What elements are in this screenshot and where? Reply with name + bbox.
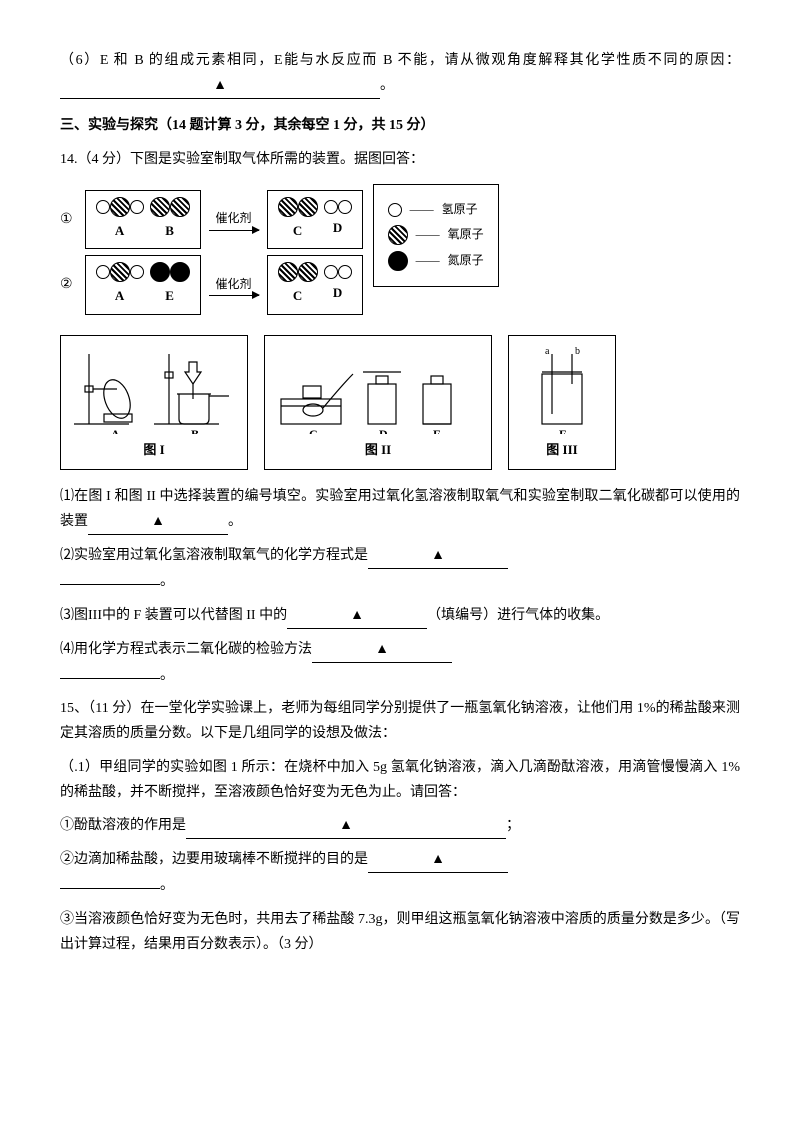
figure-1-svg: A B — [69, 344, 239, 434]
apparatus-diagram: A B 图 I C — [60, 335, 740, 470]
q6-period: 。 — [380, 78, 394, 93]
nitrogen-atom-icon — [388, 251, 408, 271]
legend-box: ——氢原子 ——氧原子 ——氮原子 — [373, 184, 499, 287]
q15-sub2-blank2[interactable] — [60, 888, 160, 889]
fig3-label: 图 III — [517, 438, 607, 461]
legend-o-text: 氧原子 — [448, 224, 484, 246]
svg-text:B: B — [191, 427, 199, 434]
q14-sub2-blank[interactable]: ▲ — [368, 543, 508, 569]
q15-sub1: ①酚酞溶液的作用是▲； — [60, 813, 740, 839]
fig2-label: 图 II — [273, 438, 483, 461]
q14-sub2-end: 。 — [160, 574, 174, 589]
svg-text:a: a — [545, 346, 550, 357]
figure-2-svg: C D E — [273, 344, 483, 434]
mol-label-e: E — [165, 284, 174, 307]
figure-3-svg: a b F — [517, 344, 607, 434]
molecule-diagram: ① A B 催化剂 — [60, 184, 740, 321]
svg-text:A: A — [111, 427, 120, 434]
q15-sub1-text: ①酚酞溶液的作用是 — [60, 818, 186, 833]
q14-sub4-end: 。 — [160, 668, 174, 683]
q14-sub4-text: ⑷用化学方程式表示二氧化碳的检验方法 — [60, 642, 312, 657]
svg-text:F: F — [559, 427, 566, 434]
q6-text: （6）E 和 B 的组成元素相同，E能与水反应而 B 不能，请从微观角度解释其化… — [60, 48, 740, 99]
figure-1-group: A B 图 I — [60, 335, 248, 470]
mol-label-d1: D — [333, 216, 342, 239]
reactants-box-2: A E — [85, 255, 201, 314]
fig1-label: 图 I — [69, 438, 239, 461]
q14-sub4: ⑷用化学方程式表示二氧化碳的检验方法▲ 。 — [60, 637, 740, 688]
q15-sub2-text: ②边滴加稀盐酸，边要用玻璃棒不断搅拌的目的是 — [60, 852, 368, 867]
mol-label-a2: A — [115, 284, 124, 307]
mol-label-c2: C — [293, 284, 302, 307]
q14-sub1: ⑴在图 I 和图 II 中选择装置的编号填空。实验室用过氧化氢溶液制取氧气和实验… — [60, 484, 740, 535]
svg-text:D: D — [379, 427, 388, 434]
q15-sub2-end: 。 — [160, 878, 174, 893]
figure-3-group: a b F 图 III — [508, 335, 616, 470]
q14-sub3-text-b: （填编号）进行气体的收集。 — [427, 608, 609, 623]
q15-sub2: ②边滴加稀盐酸，边要用玻璃棒不断搅拌的目的是▲ 。 — [60, 847, 740, 898]
mol-label-c1: C — [293, 219, 302, 242]
mol-label-d2: D — [333, 281, 342, 304]
q15-intro: 15、（11 分）在一堂化学实验课上，老师为每组同学分别提供了一瓶氢氧化钠溶液，… — [60, 696, 740, 746]
row1-number: ① — [60, 207, 73, 232]
triangle-marker: ▲ — [213, 78, 227, 93]
hydrogen-atom-icon — [388, 203, 402, 217]
mol-label-b: B — [165, 219, 174, 242]
catalyst-label-1: 催化剂 — [216, 208, 252, 230]
q15-sub3: ③当溶液颜色恰好变为无色时，共用去了稀盐酸 7.3g，则甲组这瓶氢氧化钠溶液中溶… — [60, 907, 740, 957]
q14-sub1-blank[interactable]: ▲ — [88, 509, 228, 535]
q15-part1: （.1）甲组同学的实验如图 1 所示：在烧杯中加入 5g 氢氧化钠溶液，滴入几滴… — [60, 755, 740, 805]
legend-h-text: 氢原子 — [442, 199, 478, 221]
reactants-box-1: A B — [85, 190, 201, 249]
arrow-1: 催化剂 — [209, 208, 259, 231]
figure-2-group: C D E 图 II — [264, 335, 492, 470]
q14-sub3-blank[interactable]: ▲ — [287, 603, 427, 629]
q14-sub2-text: ⑵实验室用过氧化氢溶液制取氧气的化学方程式是 — [60, 548, 368, 563]
reaction-row-1: ① A B 催化剂 — [60, 190, 363, 249]
q15-sub1-end: ； — [506, 818, 520, 833]
products-box-2: C D — [267, 255, 363, 314]
legend-n-text: 氮原子 — [448, 250, 484, 272]
arrow-2: 催化剂 — [209, 274, 259, 297]
row2-number: ② — [60, 272, 73, 297]
svg-text:E: E — [433, 427, 441, 434]
q15-sub2-blank[interactable]: ▲ — [368, 847, 508, 873]
mol-label-a: A — [115, 219, 124, 242]
section3-title: 三、实验与探究（14 题计算 3 分，其余每空 1 分，共 15 分） — [60, 113, 740, 138]
svg-text:C: C — [309, 427, 318, 434]
q14-sub2: ⑵实验室用过氧化氢溶液制取氧气的化学方程式是▲ 。 — [60, 543, 740, 594]
svg-text:b: b — [575, 346, 580, 357]
products-box-1: C D — [267, 190, 363, 249]
q6-prompt: （6）E 和 B 的组成元素相同，E能与水反应而 B 不能，请从微观角度解释其化… — [60, 53, 740, 68]
q14-sub3: ⑶图III中的 F 装置可以代替图 II 中的▲（填编号）进行气体的收集。 — [60, 603, 740, 629]
reaction-row-2: ② A E 催化剂 — [60, 255, 363, 314]
catalyst-label-2: 催化剂 — [216, 274, 252, 296]
oxygen-atom-icon — [388, 225, 408, 245]
q14-sub4-blank[interactable]: ▲ — [312, 637, 452, 663]
q14-sub2-blank2[interactable] — [60, 584, 160, 585]
q6-blank[interactable]: ▲ — [60, 73, 380, 99]
q15-sub1-blank[interactable]: ▲ — [186, 813, 506, 839]
q14-sub4-blank2[interactable] — [60, 678, 160, 679]
q14-sub3-text-a: ⑶图III中的 F 装置可以代替图 II 中的 — [60, 608, 287, 623]
q14-intro: 14.（4 分）下图是实验室制取气体所需的装置。据图回答： — [60, 147, 740, 172]
q14-sub1-end: 。 — [228, 514, 242, 529]
